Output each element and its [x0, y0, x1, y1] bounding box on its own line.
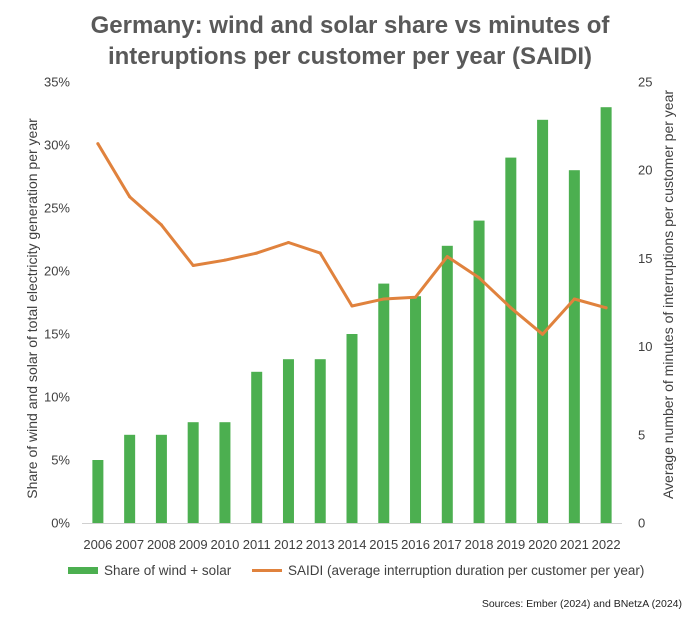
saidi-point-2015 [382, 297, 386, 301]
x-tick-label: 2013 [306, 537, 335, 552]
saidi-point-2012 [286, 241, 290, 245]
y-left-axis-title: Share of wind and solar of total electri… [24, 118, 40, 499]
x-tick-label: 2007 [115, 537, 144, 552]
saidi-point-2013 [318, 251, 322, 255]
y-left-tick-label: 15% [44, 327, 70, 342]
chart-title: Germany: wind and solar share vs minutes… [0, 10, 700, 72]
chart-title-line-2: interuptions per customer per year (SAID… [107, 43, 593, 70]
bar-2021 [568, 170, 580, 523]
saidi-point-2008 [159, 223, 163, 227]
bar-2012 [282, 359, 294, 523]
saidi-point-2006 [96, 142, 100, 146]
y-left-tick-label: 10% [44, 390, 70, 405]
x-tick-label: 2017 [433, 537, 462, 552]
source-note: Sources: Ember (2024) and BNetzA (2024) [481, 598, 682, 610]
y-left-tick-label: 0% [51, 516, 70, 531]
x-tick-label: 2008 [147, 537, 176, 552]
y-right-tick-label: 10 [638, 339, 652, 354]
legend-item-line: SAIDI (average interruption duration per… [252, 563, 644, 578]
chart-title-line-1: Germany: wind and solar share vs minutes… [90, 12, 610, 39]
x-tick-label: 2011 [243, 537, 271, 552]
y-right-tick-label: 25 [638, 75, 652, 90]
y-left-tick-label: 25% [44, 201, 70, 216]
saidi-point-2016 [414, 295, 418, 299]
saidi-point-2010 [223, 258, 227, 262]
bar-2020 [537, 119, 549, 524]
y-right-tick-label: 20 [638, 163, 652, 178]
bar-2010 [219, 422, 231, 523]
bar-2018 [473, 220, 485, 523]
legend-item-bars: Share of wind + solar [68, 563, 231, 578]
bar-2013 [314, 359, 326, 523]
saidi-point-2018 [477, 276, 481, 280]
x-tick-label: 2012 [274, 537, 303, 552]
bar-2022 [600, 107, 612, 523]
saidi-point-2011 [255, 251, 259, 255]
bar-2016 [410, 296, 422, 523]
y-right-tick-label: 0 [638, 516, 645, 531]
y-right-tick-label: 5 [638, 427, 645, 442]
y-right-tick-label: 15 [638, 251, 652, 266]
y-left-tick-label: 35% [44, 75, 70, 90]
bar-2006 [92, 460, 104, 523]
y-left-tick-label: 30% [44, 138, 70, 153]
saidi-point-2017 [445, 255, 449, 259]
legend: Share of wind + solar SAIDI (average int… [0, 563, 700, 585]
x-tick-label: 2021 [560, 537, 589, 552]
legend-bar-swatch [68, 567, 98, 574]
legend-label-line: SAIDI (average interruption duration per… [288, 563, 645, 578]
saidi-point-2022 [604, 306, 608, 310]
combo-chart: 0% 5% 10% 15% 20% 25% 30% 35% 0 5 10 15 20 25 Share of… [24, 75, 676, 553]
x-tick-label: 2006 [83, 537, 112, 552]
bar-2011 [251, 371, 263, 523]
saidi-point-2014 [350, 304, 354, 308]
y-right-axis-title: Average number of minutes of interruptio… [660, 90, 676, 499]
bar-2019 [505, 157, 517, 523]
x-tick-label: 2016 [401, 537, 430, 552]
y-left-tick-label: 20% [44, 264, 70, 279]
saidi-point-2007 [128, 195, 132, 199]
bar-2008 [155, 434, 167, 523]
bar-2015 [378, 283, 390, 523]
saidi-point-2020 [541, 332, 545, 336]
legend-line-swatch [252, 569, 282, 572]
legend-label-bars: Share of wind + solar [104, 563, 232, 578]
x-tick-label: 2015 [369, 537, 398, 552]
bar-2014 [346, 334, 358, 523]
y-left-tick-label: 5% [51, 453, 70, 468]
saidi-point-2009 [191, 263, 195, 267]
x-tick-label: 2020 [528, 537, 557, 552]
bar-2009 [187, 422, 199, 523]
saidi-point-2021 [572, 297, 576, 301]
bar-2007 [124, 434, 136, 523]
x-tick-label: 2018 [465, 537, 494, 552]
x-tick-label: 2009 [179, 537, 208, 552]
x-tick-label: 2014 [338, 537, 367, 552]
saidi-point-2019 [509, 306, 513, 310]
bar-2017 [441, 245, 453, 524]
x-tick-label: 2022 [592, 537, 621, 552]
x-tick-label: 2019 [496, 537, 525, 552]
x-tick-label: 2010 [210, 537, 239, 552]
